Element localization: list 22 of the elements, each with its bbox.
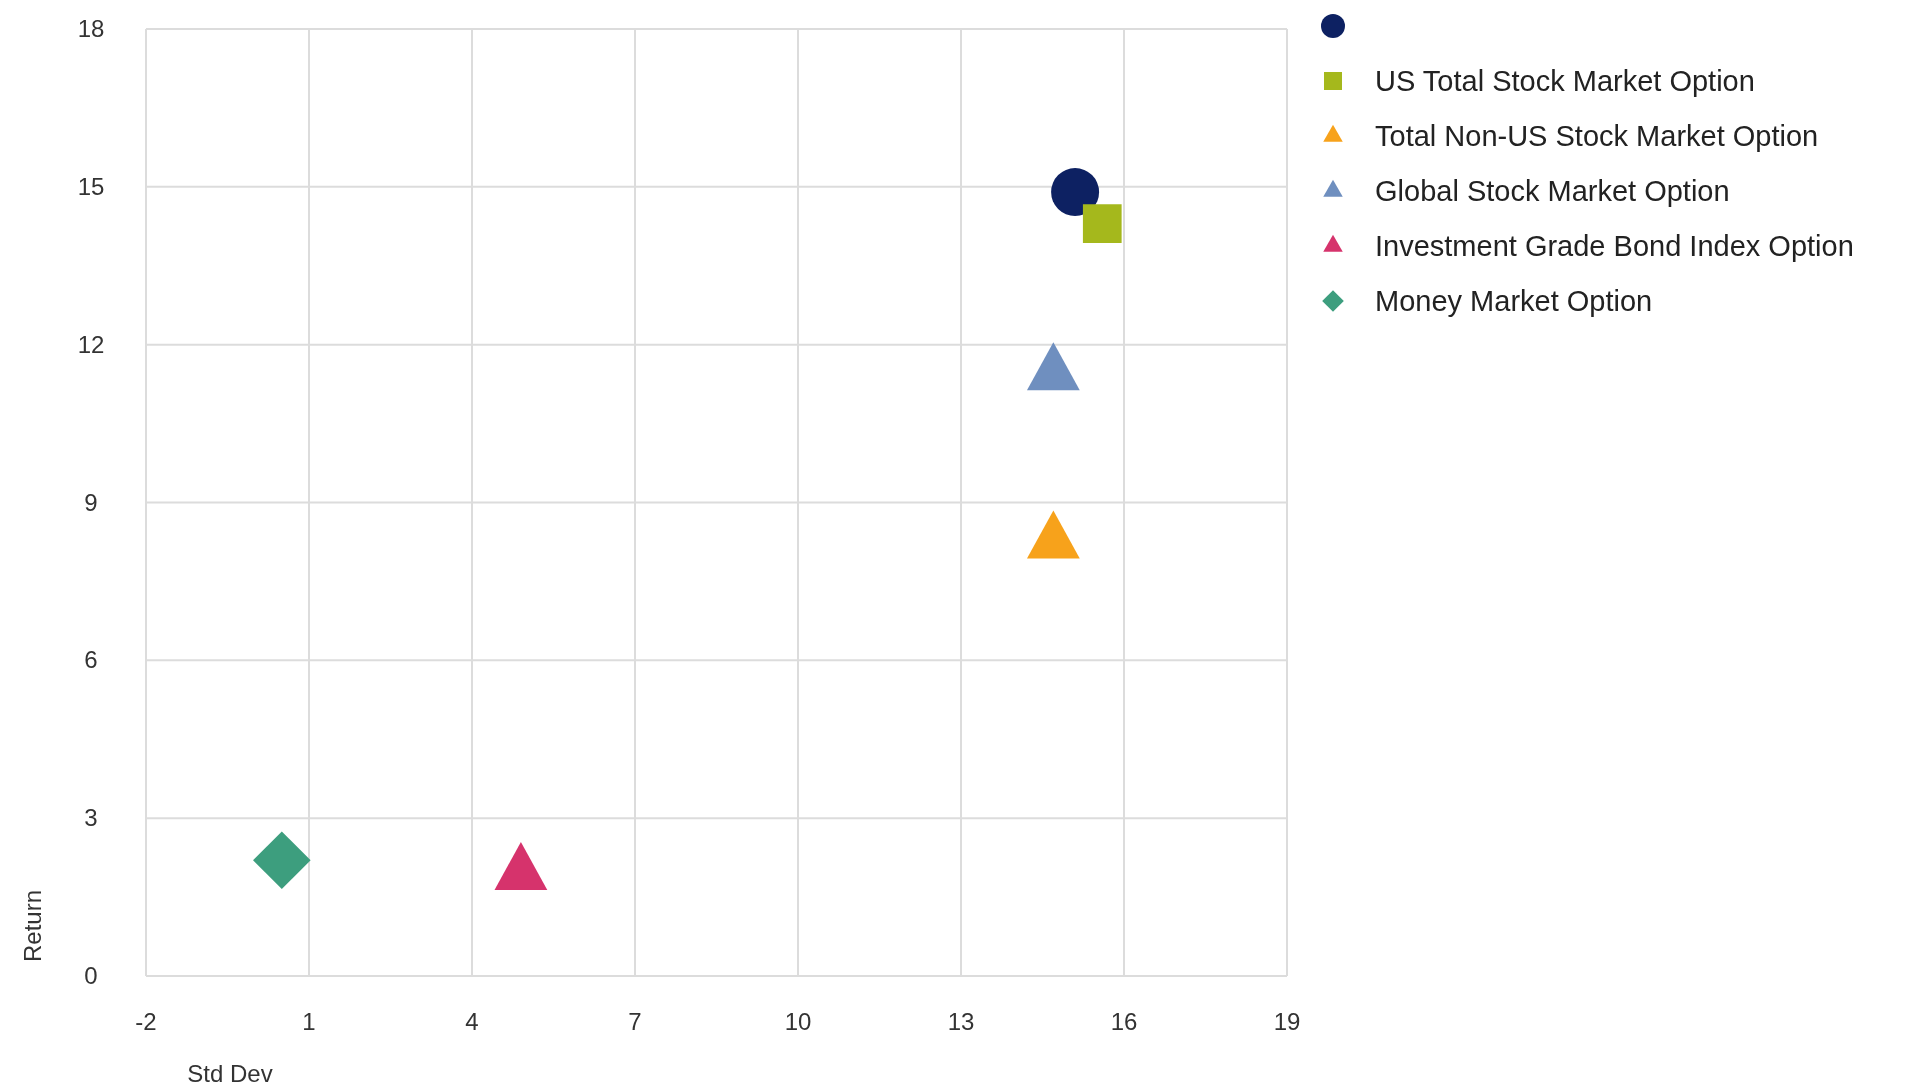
x-axis-title: Std Dev	[187, 1060, 273, 1087]
x-tick-label: 16	[1110, 1008, 1138, 1035]
y-tick-label: 9	[84, 488, 98, 516]
y-tick-label: 18	[77, 15, 105, 42]
x-tick-label: 4	[465, 1008, 479, 1035]
x-tick-label: -2	[135, 1008, 157, 1035]
y-tick-label: 6	[84, 646, 98, 674]
x-tick-label: 19	[1273, 1008, 1301, 1035]
y-tick-label: 12	[77, 330, 105, 358]
x-tick-label: 1	[302, 1008, 316, 1035]
y-tick-label: 3	[84, 804, 98, 832]
x-tick-label: 13	[947, 1008, 975, 1035]
x-tick-label: 10	[784, 1008, 812, 1035]
legend-label: Total Non-US Stock Market Option	[1375, 120, 1819, 152]
legend-label: Global Stock Market Option	[1375, 175, 1730, 207]
legend-label: Money Market Option	[1375, 285, 1653, 317]
y-tick-label: 0	[84, 962, 98, 989]
legend-label: US Total Stock Market Option	[1375, 65, 1755, 97]
x-tick-label: 7	[628, 1008, 642, 1035]
legend-label: Investment Grade Bond Index Option	[1375, 230, 1854, 262]
y-tick-label: 15	[77, 172, 105, 200]
y-axis-title: Return	[19, 889, 46, 963]
